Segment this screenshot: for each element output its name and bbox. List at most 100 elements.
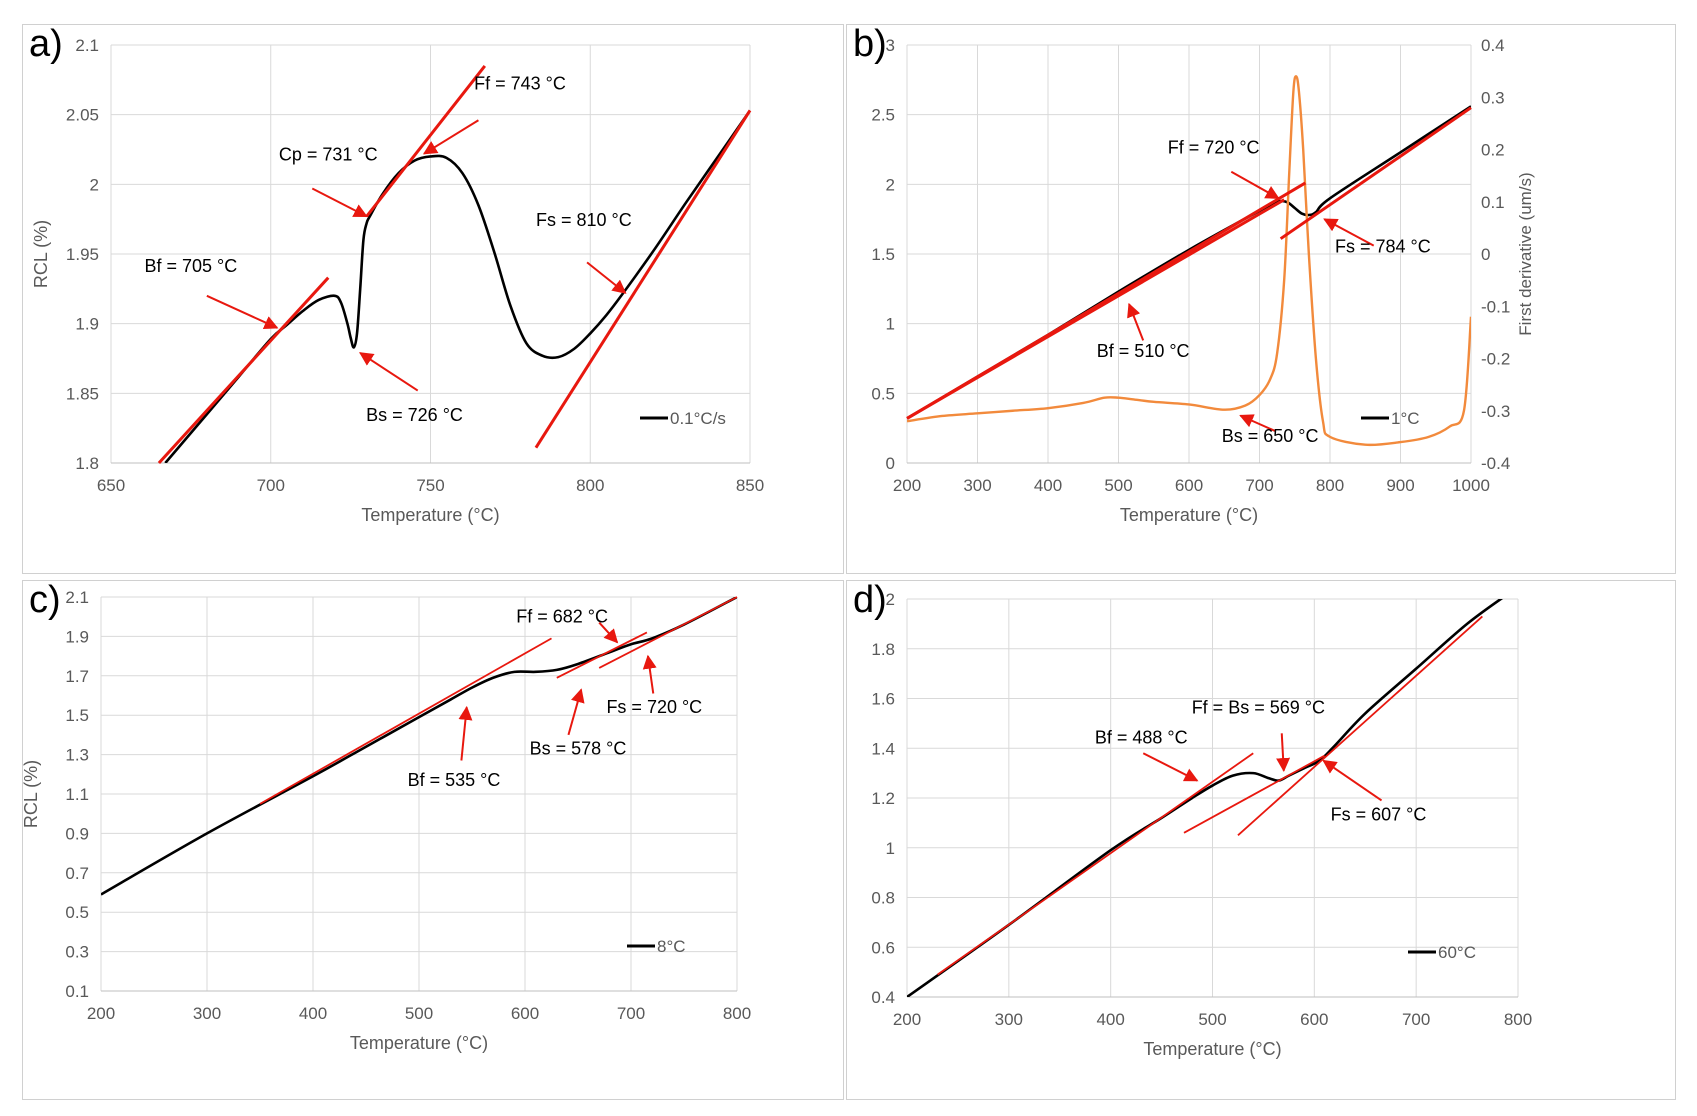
annotation-label: Ff = 720 °C: [1168, 138, 1260, 158]
annotation-label: Ff = 743 °C: [474, 74, 566, 94]
chart-panel-b: 200 300 400 500 600 700 800 900 1000 0 0.5 1 1.5 2 2.5…: [846, 23, 1676, 574]
x-axis-label: Temperature (°C): [1120, 505, 1258, 525]
y-tick-label: 2: [90, 175, 99, 194]
y-tick-label: 0.3: [65, 943, 89, 962]
annotation-label: Bf = 488 °C: [1095, 727, 1188, 747]
annotation-label: Bf = 535 °C: [408, 770, 501, 790]
y-tick-label: 0.8: [871, 889, 895, 908]
y2-tick-label: -0.2: [1481, 350, 1510, 369]
y2-tick-label: 0.2: [1481, 141, 1505, 160]
y-tick-label: 1.5: [871, 245, 895, 264]
y2-tick-label: 0.3: [1481, 88, 1505, 107]
legend-label: 8°C: [657, 937, 686, 956]
x-tick-label: 400: [1096, 1010, 1124, 1029]
x-tick-label: 800: [576, 476, 604, 495]
annotation-arrow: [586, 261, 627, 294]
x-tick-label: 900: [1386, 476, 1414, 495]
chart-svg-b: 200 300 400 500 600 700 800 900 1000 0 0.5 1 1.5 2 2.5…: [871, 36, 1535, 525]
series-line-1: [907, 75, 1471, 447]
x-tick-label: 700: [617, 1004, 645, 1023]
x-tick-label: 200: [893, 1010, 921, 1029]
chart-svg-d: 200 300 400 500 600 700 800 0.4 0.6 0.8 1 1.2 1.4 1.6…: [871, 590, 1532, 1059]
y-tick-label: 1.4: [871, 739, 895, 758]
y-tick-label: 2.1: [75, 36, 99, 55]
annotation-arrow: [567, 688, 585, 736]
panel-label-a: a): [29, 23, 63, 65]
y2-tick-label: 0: [1481, 245, 1490, 264]
annotation-label: Fs = 720 °C: [606, 697, 702, 717]
y-tick-label: 1.7: [65, 667, 89, 686]
x-tick-label: 400: [1034, 476, 1062, 495]
annotation-arrow: [1239, 414, 1276, 432]
annotation-arrow: [359, 352, 419, 392]
legend-label: 60°C: [1438, 943, 1476, 962]
y-tick-label: 2.1: [65, 588, 89, 607]
tangent-line-0: [157, 276, 330, 465]
y-tick-label: 1: [886, 315, 895, 334]
tangent-line-2: [1279, 106, 1472, 240]
y-tick-label: 1.95: [66, 245, 99, 264]
x-tick-label: 800: [1316, 476, 1344, 495]
x-tick-label: 800: [1504, 1010, 1532, 1029]
annotation-arrow: [598, 621, 619, 644]
x-tick-label: 850: [736, 476, 764, 495]
annotation-label: Bf = 510 °C: [1097, 341, 1190, 361]
x-tick-label: 700: [257, 476, 285, 495]
y-tick-label: 0.9: [65, 824, 89, 843]
x-tick-label: 700: [1402, 1010, 1430, 1029]
annotation-label: Fs = 810 °C: [536, 210, 632, 230]
annotation-arrow: [1127, 302, 1145, 341]
annotation-arrow: [1323, 218, 1375, 247]
series-line-0: [164, 109, 750, 463]
chart-panel-a: 650 700 750 800 850 1.8 1.85 1.9 1.95 2 2.05 2.1 Tem…: [22, 23, 844, 574]
annotation-arrow: [206, 294, 279, 329]
y2-axis-label: First derivative (um/s): [1516, 172, 1535, 335]
y-tick-label: 0.4: [871, 988, 895, 1007]
tangent-line-1: [556, 631, 648, 679]
y-tick-label: 2.05: [66, 106, 99, 125]
tangent-line-0: [937, 752, 1254, 976]
x-axis-label: Temperature (°C): [361, 505, 499, 525]
x-tick-label: 600: [511, 1004, 539, 1023]
tangent-line-2: [598, 596, 738, 669]
y-tick-label: 0: [886, 454, 895, 473]
y2-tick-label: 0.4: [1481, 36, 1505, 55]
tangent-line-2: [1237, 615, 1483, 836]
x-tick-label: 800: [723, 1004, 751, 1023]
y-tick-label: 1.9: [75, 315, 99, 334]
tangent-line-1: [365, 64, 486, 218]
annotation-label: Bf = 705 °C: [144, 256, 237, 276]
x-tick-label: 600: [1175, 476, 1203, 495]
tangent-line-2: [534, 109, 752, 449]
y-tick-label: 2: [886, 175, 895, 194]
annotation-arrow: [1322, 759, 1383, 802]
y2-tick-label: 0.1: [1481, 193, 1505, 212]
chart-panel-c: 200 300 400 500 600 700 800 0.1 0.3 0.5 0.7 0.9 1.1 1…: [22, 579, 844, 1100]
y-tick-label: 1.6: [871, 690, 895, 709]
tangent-line-0: [259, 637, 552, 805]
y2-tick-label: -0.4: [1481, 454, 1510, 473]
annotation-label: Ff = 682 °C: [516, 607, 608, 627]
annotation-label: Fs = 607 °C: [1331, 804, 1427, 824]
tangent-line-1: [906, 198, 1285, 420]
y-tick-label: 1.1: [65, 785, 89, 804]
legend-label: 0.1°C/s: [670, 409, 726, 428]
x-tick-label: 500: [1198, 1010, 1226, 1029]
x-tick-label: 200: [893, 476, 921, 495]
x-axis-label: Temperature (°C): [1143, 1039, 1281, 1059]
legend-label: 1°C: [1391, 409, 1420, 428]
x-tick-label: 200: [87, 1004, 115, 1023]
x-tick-label: 500: [1104, 476, 1132, 495]
y-tick-label: 1.85: [66, 384, 99, 403]
annotation-arrow: [422, 119, 479, 155]
y-tick-label: 0.7: [65, 864, 89, 883]
chart-svg-c: 200 300 400 500 600 700 800 0.1 0.3 0.5 0.7 0.9 1.1 1…: [23, 588, 751, 1053]
annotation-arrow: [1230, 170, 1280, 200]
x-tick-label: 650: [97, 476, 125, 495]
annotation-arrow: [458, 705, 473, 761]
x-tick-label: 300: [193, 1004, 221, 1023]
y-tick-label: 0.5: [65, 903, 89, 922]
chart-svg-a: 650 700 750 800 850 1.8 1.85 1.9 1.95 2 2.05 2.1 Tem…: [31, 36, 764, 525]
x-tick-label: 400: [299, 1004, 327, 1023]
y-tick-label: 1.5: [65, 706, 89, 725]
